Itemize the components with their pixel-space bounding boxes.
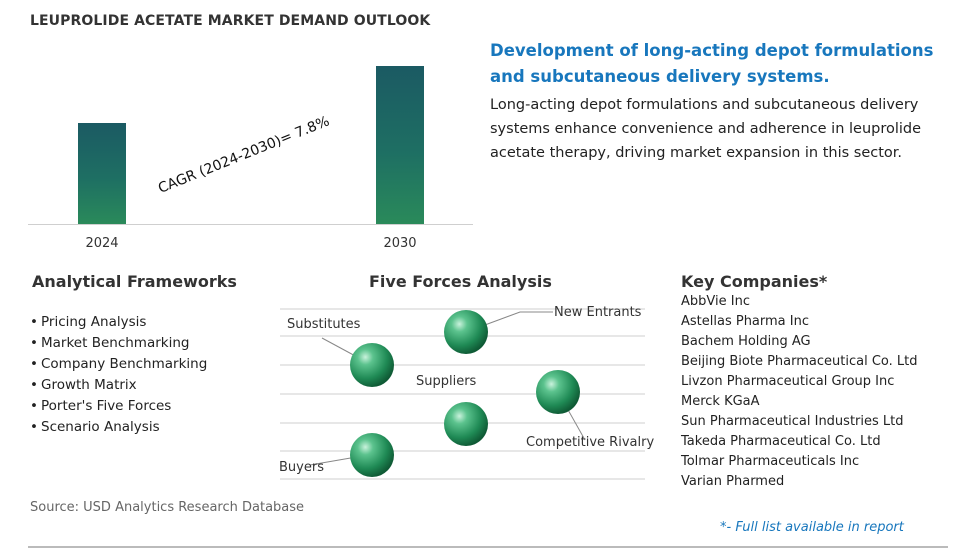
list-item: Merck KGaA [681,394,760,409]
full-list-note: *- Full list available in report [720,520,904,535]
list-item: Livzon Pharmaceutical Group Inc [681,374,895,389]
list-item: Growth Matrix [30,375,207,396]
buyers-ball [350,433,394,477]
list-item: Porter's Five Forces [30,396,207,417]
list-item: AbbVie Inc [681,294,750,309]
force-label-buyers: Buyers [279,460,324,475]
suppliers-ball [444,402,488,446]
x-axis-line [28,224,473,225]
list-item: Market Benchmarking [30,333,207,354]
force-label-substitutes: Substitutes [287,317,361,332]
page-title: LEUPROLIDE ACETATE MARKET DEMAND OUTLOOK [30,13,431,29]
frameworks-list: Pricing Analysis Market Benchmarking Com… [30,312,207,438]
frameworks-heading: Analytical Frameworks [32,272,237,291]
list-item: Astellas Pharma Inc [681,314,810,329]
development-title: Development of long-acting depot formula… [490,41,934,86]
list-item: Beijing Biote Pharmaceutical Co. Ltd [681,354,918,369]
x-tick-label-2024: 2024 [85,236,119,251]
cagr-annotation: CAGR (2024-2030)= 7.8% [156,113,332,197]
force-label-suppliers: Suppliers [416,374,477,389]
x-tick-label-2030: 2030 [383,236,417,251]
new-entrants-ball [444,310,488,354]
list-item: Pricing Analysis [30,312,207,333]
list-item: Bachem Holding AG [681,334,811,349]
list-item: Scenario Analysis [30,417,207,438]
list-item: Company Benchmarking [30,354,207,375]
list-item: Varian Pharmed [681,474,785,489]
bar-2024 [78,123,126,224]
list-item: Tolmar Pharmaceuticals Inc [681,454,860,469]
list-item: Takeda Pharmaceutical Co. Ltd [681,434,881,449]
companies-list: AbbVie Inc Astellas Pharma Inc Bachem Ho… [681,292,918,492]
competitive-rivalry-ball [536,370,580,414]
bar-chart: 2024 2030 CAGR (2024-2030)= 7.8% [0,0,480,260]
bottom-divider [28,546,948,548]
companies-heading: Key Companies* [681,272,828,291]
substitutes-ball [350,343,394,387]
development-body: Long-acting depot formulations and subcu… [490,97,922,161]
force-label-competitive-rivalry: Competitive Rivalry [526,435,655,450]
source-note: Source: USD Analytics Research Database [30,500,305,515]
five-forces-heading: Five Forces Analysis [369,272,552,291]
bar-2030 [376,66,424,224]
list-item: Sun Pharmaceutical Industries Ltd [681,414,904,429]
force-label-new-entrants: New Entrants [554,305,642,320]
five-forces-diagram [280,308,645,480]
